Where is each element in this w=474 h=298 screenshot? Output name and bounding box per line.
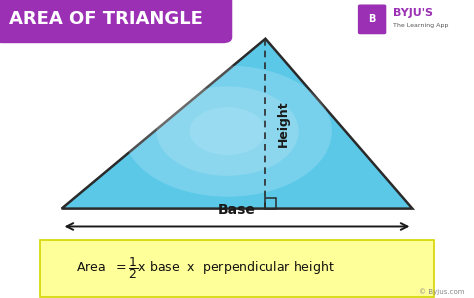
Bar xyxy=(265,198,276,209)
Circle shape xyxy=(190,107,265,155)
Circle shape xyxy=(156,86,299,176)
FancyBboxPatch shape xyxy=(0,0,232,43)
FancyBboxPatch shape xyxy=(358,4,386,34)
Text: BYJU'S: BYJU'S xyxy=(393,8,433,18)
Text: Height: Height xyxy=(277,100,290,147)
Text: AREA OF TRIANGLE: AREA OF TRIANGLE xyxy=(9,10,203,28)
Text: Area  $=\dfrac{1}{2}$x base  x  perpendicular height: Area $=\dfrac{1}{2}$x base x perpendicul… xyxy=(76,255,335,281)
Text: The Learning App: The Learning App xyxy=(393,23,449,28)
Text: © Byjus.com: © Byjus.com xyxy=(419,288,465,295)
Polygon shape xyxy=(62,39,412,209)
Text: Base: Base xyxy=(218,203,256,217)
Text: B: B xyxy=(368,14,376,24)
Circle shape xyxy=(123,66,332,197)
FancyBboxPatch shape xyxy=(40,240,434,297)
